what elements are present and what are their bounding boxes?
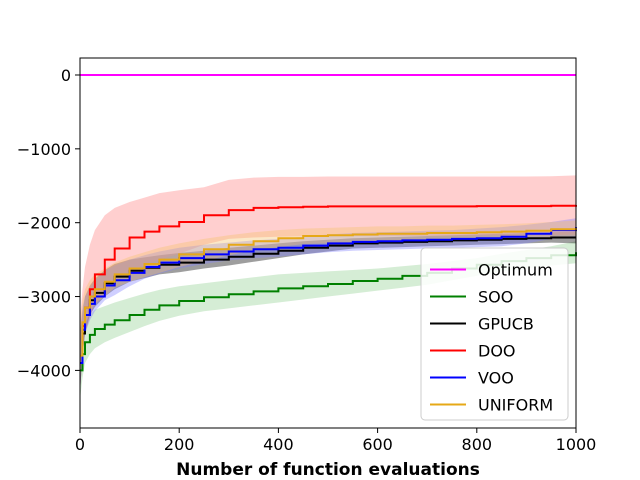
band-doo bbox=[80, 175, 576, 393]
series-line-voo bbox=[80, 227, 577, 364]
x-axis-title: Number of function evaluations bbox=[176, 460, 480, 480]
series-line-gpucb bbox=[80, 236, 576, 364]
y-tick-label: −3000 bbox=[17, 288, 71, 307]
legend-label-doo: DOO bbox=[478, 342, 516, 361]
x-tick-label: 200 bbox=[164, 435, 195, 454]
x-tick-label: 400 bbox=[263, 435, 294, 454]
legend-label-voo: VOO bbox=[478, 369, 514, 388]
legend-label-soo: SOO bbox=[478, 288, 513, 307]
series-lines bbox=[80, 73, 577, 372]
y-axis: 0 −1000 −2000 −3000 −4000 bbox=[17, 66, 80, 380]
y-tick-label: −2000 bbox=[17, 214, 71, 233]
y-tick-label: −4000 bbox=[17, 361, 71, 380]
legend-label-optimum: Optimum bbox=[478, 261, 553, 280]
x-tick-label: 800 bbox=[462, 435, 493, 454]
x-tick-label: 0 bbox=[75, 435, 85, 454]
x-axis: 0 200 400 600 800 1000 bbox=[75, 428, 596, 454]
legend-label-gpucb: GPUCB bbox=[478, 315, 534, 334]
x-tick-label: 1000 bbox=[556, 435, 597, 454]
y-tick-label: 0 bbox=[61, 66, 71, 85]
x-tick-label: 600 bbox=[362, 435, 393, 454]
y-tick-label: −1000 bbox=[17, 140, 71, 159]
legend-label-uniform: UNIFORM bbox=[478, 396, 553, 415]
series-line-uniform bbox=[80, 227, 577, 357]
plot-frame bbox=[79, 57, 577, 429]
series-line-doo bbox=[80, 204, 577, 364]
legend: Optimum SOO GPUCB DOO VOO UNIFORM bbox=[420, 247, 569, 421]
